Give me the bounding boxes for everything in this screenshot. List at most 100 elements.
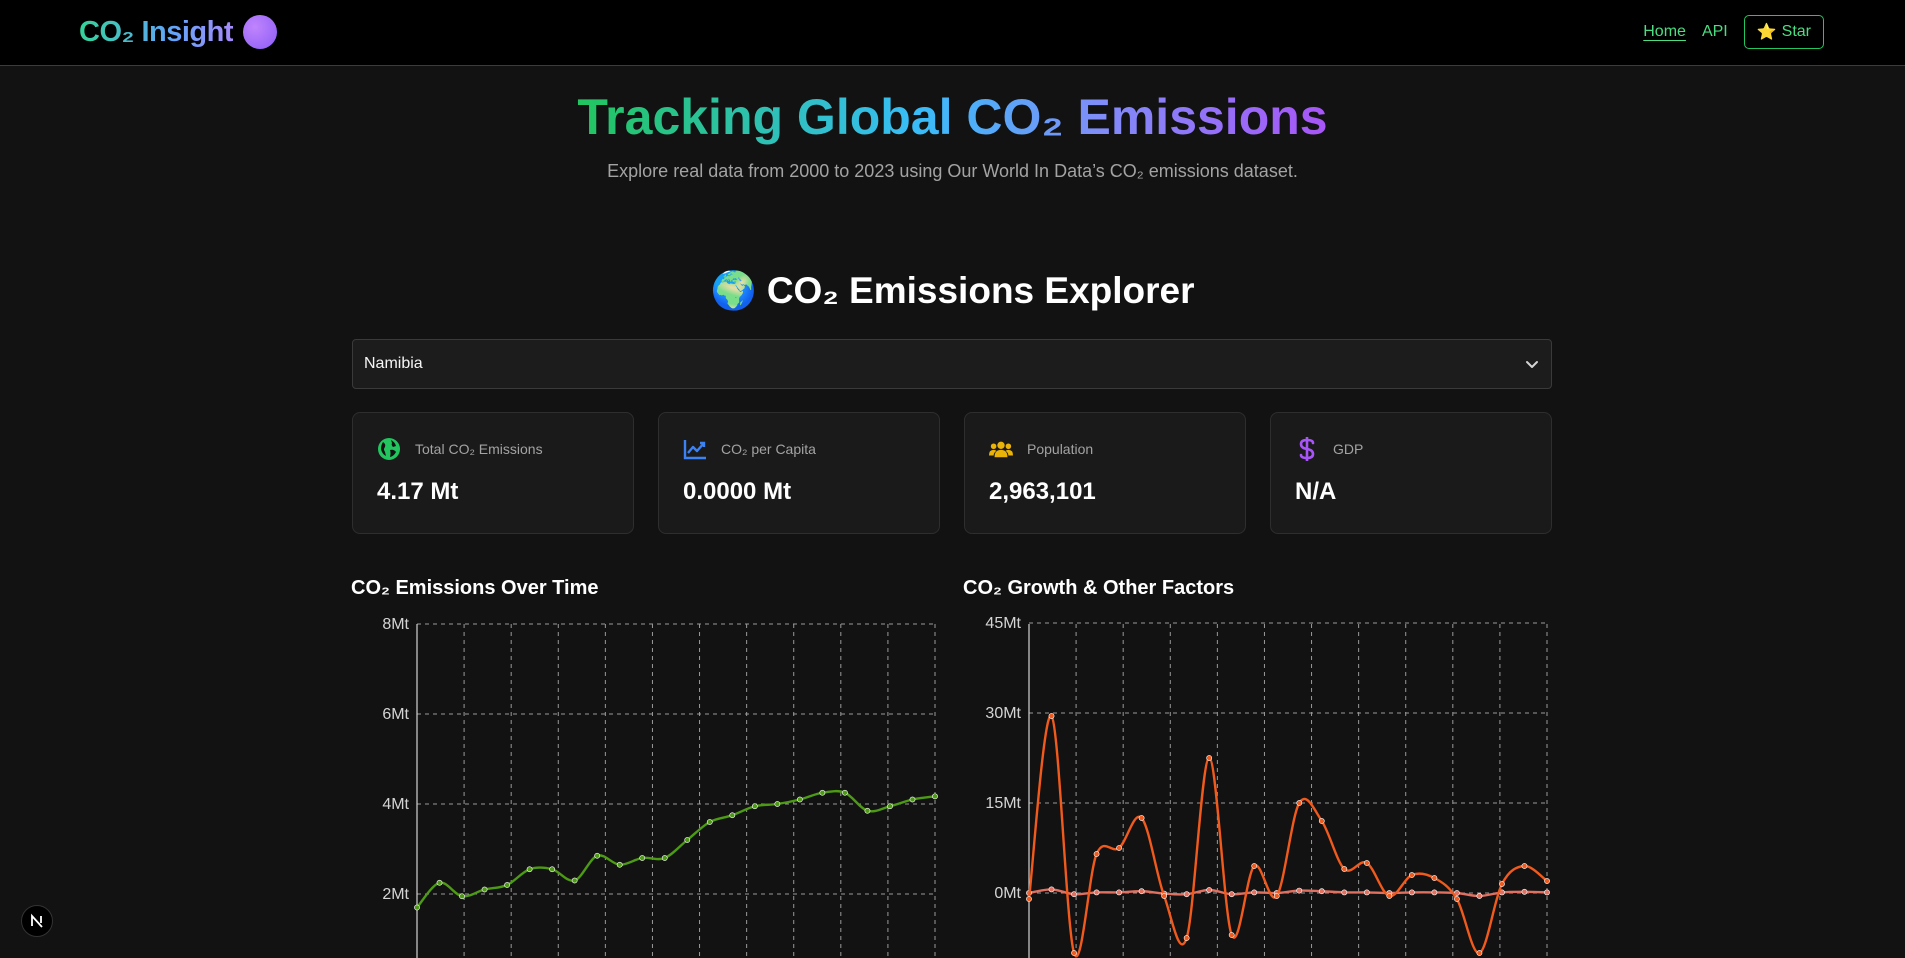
- logo-dot-icon: [243, 15, 277, 49]
- data-point: [1408, 889, 1415, 896]
- data-point: [414, 904, 420, 911]
- y-tick-label: 45Mt: [985, 615, 1021, 632]
- logo-text: CO₂ Insight: [79, 15, 234, 48]
- data-point: [729, 812, 736, 819]
- data-point: [774, 801, 781, 807]
- data-point: [1454, 896, 1460, 902]
- y-tick-label: 0Mt: [994, 885, 1021, 902]
- data-point: [1026, 896, 1032, 902]
- data-point: [1138, 888, 1145, 895]
- data-point: [616, 861, 623, 868]
- data-point: [1048, 713, 1055, 719]
- nextjs-dev-indicator[interactable]: [21, 905, 53, 937]
- nav-links: Home API ⭐ Star: [1643, 15, 1824, 49]
- stat-value: 2,963,101: [989, 478, 1096, 505]
- data-point: [684, 837, 691, 843]
- data-point: [1138, 815, 1145, 821]
- stat-card-per-capita: CO₂ per Capita 0.0000 Mt: [658, 412, 940, 534]
- stat-card-gdp: GDP N/A: [1270, 412, 1552, 534]
- data-point: [436, 879, 443, 886]
- trend-chart-icon: [683, 437, 707, 461]
- stat-card-population: Population 2,963,101: [964, 412, 1246, 534]
- data-point: [1273, 893, 1280, 899]
- data-point: [661, 855, 668, 861]
- stat-cards: Total CO₂ Emissions 4.17 Mt CO₂ per Capi…: [352, 412, 1552, 534]
- data-point: [1206, 755, 1213, 761]
- data-point: [864, 807, 871, 814]
- data-point: [1476, 950, 1483, 956]
- data-point: [1251, 863, 1258, 869]
- data-point: [1206, 887, 1213, 893]
- y-tick-label: 2Mt: [382, 886, 409, 903]
- stat-value: 0.0000 Mt: [683, 478, 792, 505]
- stat-label: CO₂ per Capita: [721, 441, 816, 457]
- explorer-title-text: CO₂ Emissions Explorer: [766, 270, 1195, 311]
- stat-label: Total CO₂ Emissions: [415, 441, 543, 457]
- logo[interactable]: CO₂ Insight: [79, 14, 277, 50]
- country-select[interactable]: Namibia: [352, 339, 1552, 389]
- data-point: [909, 796, 916, 803]
- data-point: [1183, 935, 1190, 941]
- data-point: [1499, 881, 1505, 887]
- chevron-down-icon: [1526, 361, 1538, 368]
- data-point: [504, 882, 510, 888]
- star-label: Star: [1781, 23, 1811, 40]
- data-point: [571, 877, 578, 884]
- data-point: [706, 819, 713, 825]
- data-point: [1296, 800, 1303, 806]
- data-point: [1251, 889, 1258, 896]
- data-point: [796, 796, 803, 803]
- data-point: [1228, 891, 1235, 898]
- data-point: [1476, 893, 1483, 899]
- data-point: [1544, 878, 1550, 884]
- data-point: [1048, 886, 1055, 893]
- y-tick-label: 15Mt: [985, 795, 1021, 812]
- nav-api-link[interactable]: API: [1701, 23, 1728, 40]
- globe-emoji-icon: 🌍: [710, 270, 757, 311]
- data-point: [819, 789, 826, 796]
- data-point: [842, 789, 848, 796]
- stat-label: Population: [1027, 441, 1094, 457]
- data-point: [1544, 889, 1550, 896]
- data-point: [1363, 860, 1370, 866]
- explorer-title: 🌍 CO₂ Emissions Explorer: [0, 270, 1905, 313]
- data-point: [1228, 932, 1235, 938]
- data-point: [639, 855, 646, 861]
- github-star-button[interactable]: ⭐ Star: [1743, 15, 1824, 49]
- y-tick-label: 4Mt: [382, 796, 409, 813]
- top-navbar: CO₂ Insight Home API ⭐ Star: [0, 0, 1905, 66]
- emissions-chart-title: CO₂ Emissions Over Time: [351, 577, 599, 599]
- data-point: [1071, 950, 1077, 956]
- nav-home-link[interactable]: Home: [1643, 23, 1686, 40]
- data-point: [1318, 818, 1325, 824]
- users-icon: [989, 437, 1013, 461]
- data-point: [1296, 887, 1303, 894]
- data-point: [1363, 889, 1370, 896]
- data-point: [932, 793, 938, 800]
- data-point: [1408, 872, 1415, 878]
- data-point: [549, 866, 556, 873]
- data-point: [1161, 893, 1168, 899]
- data-point: [1183, 891, 1190, 898]
- data-point: [526, 866, 533, 873]
- hero-subtitle: Explore real data from 2000 to 2023 usin…: [607, 161, 1298, 181]
- data-point: [481, 886, 488, 893]
- stat-value: 4.17 Mt: [377, 478, 459, 505]
- data-point: [1521, 888, 1528, 895]
- data-point: [1386, 893, 1393, 899]
- data-point: [1116, 845, 1122, 851]
- hero-title-text: Tracking Global CO₂ Emissions: [577, 89, 1328, 145]
- globe-icon: [377, 437, 401, 461]
- growth-chart-title: CO₂ Growth & Other Factors: [963, 577, 1235, 599]
- data-point: [1116, 889, 1122, 896]
- data-point: [1341, 889, 1348, 896]
- dollar-icon: [1295, 437, 1319, 461]
- data-point: [751, 803, 758, 810]
- data-point: [1521, 863, 1528, 869]
- hero-title: Tracking Global CO₂ Emissions: [0, 88, 1905, 146]
- y-tick-label: 8Mt: [382, 616, 409, 633]
- country-select-value: Namibia: [364, 355, 423, 372]
- stat-value: N/A: [1295, 478, 1337, 505]
